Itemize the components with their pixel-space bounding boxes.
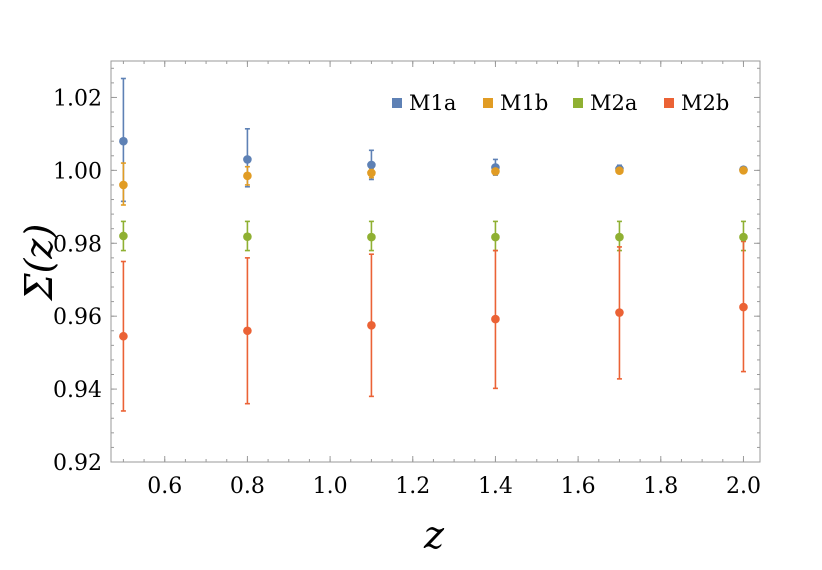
minor-ticks (111, 61, 760, 463)
y-axis-title: Σ(z) (17, 224, 61, 303)
y-tick-label: 0.94 (53, 378, 102, 403)
data-point-m1a (243, 155, 252, 164)
error-bars (120, 77, 746, 412)
data-point-m2a (615, 232, 624, 242)
data-point-m1b (739, 166, 748, 175)
x-axis-title: z (423, 513, 445, 557)
data-point-m2b (119, 331, 128, 341)
data-point-m2b (243, 326, 252, 336)
x-tick-label: 2.0 (726, 474, 761, 499)
x-tick-label: 1.8 (643, 474, 678, 499)
data-point-m2a (491, 232, 500, 242)
x-tick-label: 0.8 (230, 474, 265, 499)
y-tick-label: 0.96 (53, 305, 102, 330)
plot-frame (110, 60, 761, 463)
data-point-m2b (491, 314, 500, 324)
x-tick-label: 1.6 (561, 474, 596, 499)
data-point-m2b (615, 308, 624, 317)
data-point-m2b (739, 302, 748, 312)
legend-label-m2a: M2a (590, 91, 637, 115)
tick-labels: 0.6 0.8 1.0 1.2 1.4 1.6 1.8 2.0 0.92 0.94 0.96 0.98… (53, 86, 761, 499)
y-tick-label: 1.02 (53, 86, 102, 111)
data-point-m2a (367, 232, 376, 242)
data-points (119, 136, 748, 341)
data-point-m2a (243, 232, 252, 242)
data-point-m2a (119, 231, 128, 241)
legend: M1a M1b M2a M2b (392, 91, 729, 115)
legend-swatch-m1b (483, 98, 493, 108)
legend-label-m2b: M2b (681, 91, 729, 115)
x-tick-label: 1.2 (395, 474, 430, 499)
x-tick-label: 0.6 (147, 474, 182, 499)
data-point-m2b (367, 320, 376, 330)
y-tick-label: 0.98 (53, 232, 102, 257)
legend-swatch-m2a (573, 98, 583, 108)
data-point-m1b (119, 180, 128, 190)
major-ticks (111, 61, 760, 463)
data-point-m1b (615, 166, 624, 176)
data-point-m1a (367, 160, 376, 170)
x-tick-label: 1.0 (313, 474, 348, 499)
data-point-m1b (491, 167, 500, 176)
x-tick-label: 1.4 (478, 474, 513, 499)
data-point-m1a (119, 136, 128, 146)
data-point-m1b (367, 168, 376, 178)
data-point-m1b (243, 171, 252, 181)
legend-swatch-m1a (392, 98, 402, 108)
y-tick-label: 1.00 (53, 159, 102, 184)
legend-label-m1b: M1b (500, 91, 548, 115)
legend-swatch-m2b (664, 98, 674, 108)
y-tick-label: 0.92 (53, 451, 102, 476)
data-point-m2a (739, 232, 748, 242)
legend-label-m1a: M1a (409, 91, 456, 115)
